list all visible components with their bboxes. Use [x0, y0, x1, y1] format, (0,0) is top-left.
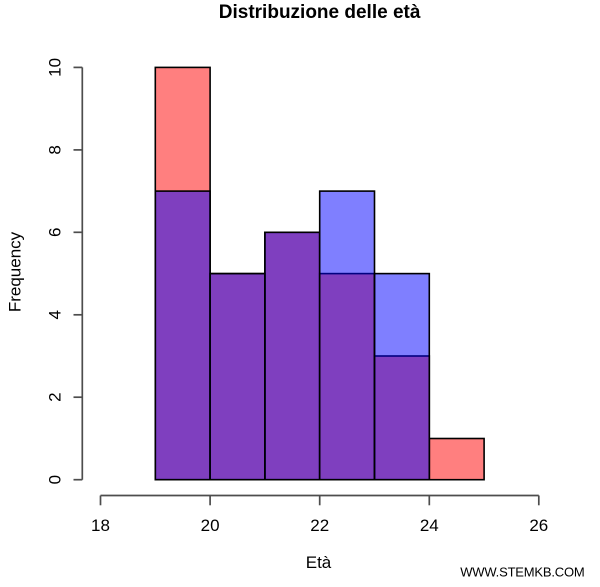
svg-text:Età: Età	[306, 553, 332, 572]
svg-text:Frequency: Frequency	[6, 231, 25, 312]
svg-text:6: 6	[46, 228, 65, 237]
svg-text:0: 0	[46, 475, 65, 484]
svg-text:20: 20	[201, 516, 220, 535]
svg-text:10: 10	[46, 58, 65, 77]
svg-text:24: 24	[420, 516, 439, 535]
svg-text:4: 4	[46, 310, 65, 319]
svg-text:Distribuzione delle età: Distribuzione delle età	[219, 2, 421, 23]
svg-text:18: 18	[91, 516, 110, 535]
svg-text:8: 8	[46, 145, 65, 154]
svg-text:26: 26	[529, 516, 548, 535]
svg-text:WWW.STEMKB.COM: WWW.STEMKB.COM	[460, 565, 584, 580]
svg-text:22: 22	[310, 516, 329, 535]
svg-text:2: 2	[46, 392, 65, 401]
